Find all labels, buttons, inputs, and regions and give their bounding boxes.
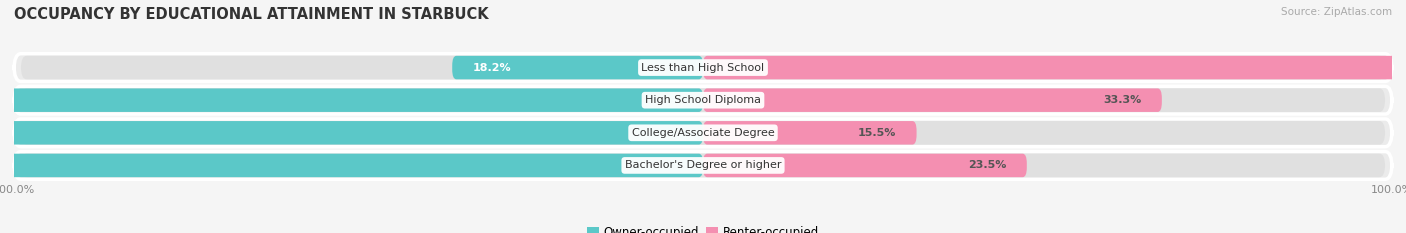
FancyBboxPatch shape xyxy=(21,154,1385,177)
FancyBboxPatch shape xyxy=(453,56,703,79)
Text: 33.3%: 33.3% xyxy=(1102,95,1142,105)
Text: 18.2%: 18.2% xyxy=(472,63,512,72)
FancyBboxPatch shape xyxy=(703,154,1026,177)
Text: Bachelor's Degree or higher: Bachelor's Degree or higher xyxy=(624,161,782,170)
FancyBboxPatch shape xyxy=(14,119,1392,147)
Text: Less than High School: Less than High School xyxy=(641,63,765,72)
FancyBboxPatch shape xyxy=(0,154,703,177)
FancyBboxPatch shape xyxy=(14,54,1392,81)
FancyBboxPatch shape xyxy=(0,89,703,112)
FancyBboxPatch shape xyxy=(0,121,703,144)
FancyBboxPatch shape xyxy=(703,89,1161,112)
FancyBboxPatch shape xyxy=(21,121,1385,144)
FancyBboxPatch shape xyxy=(21,56,1385,79)
Text: High School Diploma: High School Diploma xyxy=(645,95,761,105)
Text: OCCUPANCY BY EDUCATIONAL ATTAINMENT IN STARBUCK: OCCUPANCY BY EDUCATIONAL ATTAINMENT IN S… xyxy=(14,7,489,22)
FancyBboxPatch shape xyxy=(703,121,917,144)
Text: 23.5%: 23.5% xyxy=(967,161,1007,170)
FancyBboxPatch shape xyxy=(703,56,1406,79)
Text: College/Associate Degree: College/Associate Degree xyxy=(631,128,775,138)
FancyBboxPatch shape xyxy=(14,86,1392,114)
Text: Source: ZipAtlas.com: Source: ZipAtlas.com xyxy=(1281,7,1392,17)
FancyBboxPatch shape xyxy=(14,152,1392,179)
FancyBboxPatch shape xyxy=(21,89,1385,112)
Text: 15.5%: 15.5% xyxy=(858,128,896,138)
Legend: Owner-occupied, Renter-occupied: Owner-occupied, Renter-occupied xyxy=(582,221,824,233)
